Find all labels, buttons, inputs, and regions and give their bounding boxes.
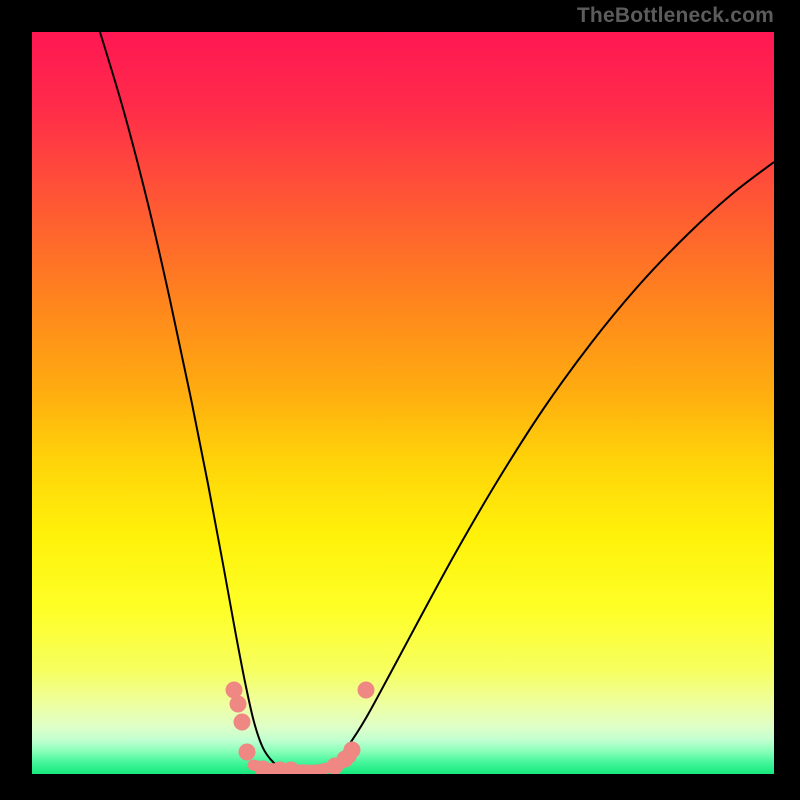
chart-frame: TheBottleneck.com bbox=[0, 0, 800, 800]
right-curve bbox=[322, 162, 774, 770]
data-marker bbox=[239, 744, 256, 761]
watermark-text: TheBottleneck.com bbox=[577, 4, 774, 28]
data-marker bbox=[230, 696, 247, 713]
data-marker bbox=[234, 714, 251, 731]
curve-layer bbox=[32, 32, 774, 774]
data-marker bbox=[358, 682, 375, 699]
plot-area bbox=[32, 32, 774, 774]
left-curve bbox=[100, 32, 284, 770]
data-marker bbox=[344, 742, 361, 759]
